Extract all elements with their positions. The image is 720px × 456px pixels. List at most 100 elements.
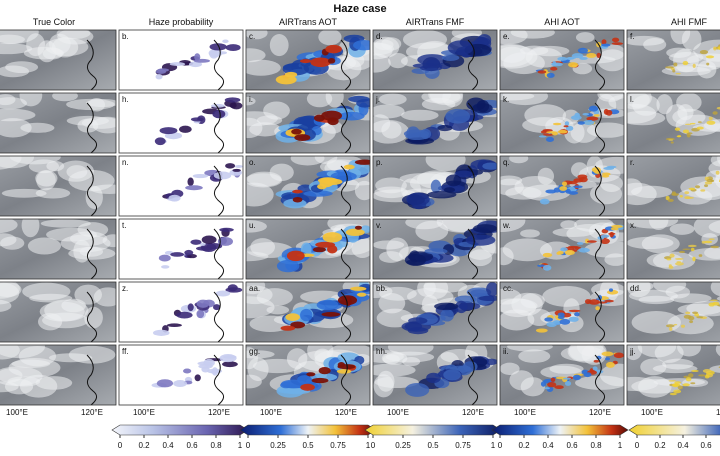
coastline bbox=[594, 354, 605, 405]
aerosol-patch bbox=[704, 240, 713, 244]
cloud bbox=[500, 93, 535, 101]
aerosol-patch bbox=[280, 379, 307, 389]
cloud bbox=[425, 156, 466, 172]
coastline bbox=[467, 354, 478, 405]
cloud bbox=[710, 282, 720, 297]
aerosol-patch bbox=[170, 252, 185, 257]
cloud bbox=[19, 93, 43, 107]
panel-frame bbox=[626, 218, 720, 280]
cloud bbox=[524, 104, 567, 127]
cloud bbox=[604, 253, 624, 266]
aerosol-patch bbox=[482, 162, 497, 170]
x-tick-label: 120°E bbox=[462, 408, 484, 417]
panel-frame bbox=[372, 281, 498, 343]
x-tick-label: 100°E bbox=[514, 408, 536, 417]
aerosol-patch bbox=[353, 39, 370, 51]
aerosol-patch bbox=[578, 247, 590, 253]
colorbar-tick-label: 0.8 bbox=[210, 441, 222, 450]
aerosol-patch bbox=[285, 313, 300, 322]
aerosol-patch bbox=[697, 121, 702, 123]
map-panel bbox=[246, 30, 370, 90]
cloud bbox=[373, 374, 394, 398]
cloud bbox=[19, 374, 58, 398]
colorbar-tick-label: 0.25 bbox=[270, 441, 286, 450]
panel-frame bbox=[118, 344, 244, 406]
coastline bbox=[594, 291, 605, 342]
aerosol-patch bbox=[455, 300, 468, 314]
cloud bbox=[246, 182, 274, 207]
aerosol-patch bbox=[582, 120, 595, 126]
aerosol-patch bbox=[178, 125, 192, 133]
aerosol-patch bbox=[586, 240, 597, 243]
aerosol-patch bbox=[715, 170, 720, 175]
cloud bbox=[670, 293, 712, 304]
aerosol-patch bbox=[350, 286, 367, 291]
colorbar bbox=[491, 424, 629, 436]
aerosol-patch bbox=[665, 324, 675, 328]
aerosol-patch bbox=[673, 62, 678, 67]
cloud bbox=[21, 219, 40, 238]
aerosol-patch bbox=[343, 164, 355, 170]
aerosol-patch bbox=[542, 133, 555, 136]
cloud bbox=[581, 345, 607, 365]
aerosol-patch bbox=[689, 320, 694, 324]
aerosol-patch bbox=[682, 383, 690, 387]
aerosol-patch bbox=[573, 178, 584, 183]
aerosol-patch bbox=[209, 43, 227, 51]
aerosol-patch bbox=[354, 159, 370, 165]
aerosol-patch bbox=[349, 162, 370, 175]
aerosol-patch bbox=[155, 73, 163, 80]
aerosol-patch bbox=[706, 179, 714, 183]
aerosol-patch bbox=[337, 364, 356, 370]
coastline bbox=[213, 228, 224, 279]
aerosol-patch bbox=[213, 304, 221, 311]
panel-frame bbox=[245, 344, 371, 406]
aerosol-patch bbox=[610, 227, 619, 231]
cloud bbox=[627, 376, 658, 391]
panel-frame bbox=[0, 344, 117, 406]
aerosol-patch bbox=[211, 103, 225, 108]
aerosol-patch bbox=[443, 369, 461, 381]
map-background bbox=[119, 93, 243, 153]
cloud bbox=[693, 219, 720, 238]
aerosol-patch bbox=[225, 163, 236, 169]
cloud bbox=[325, 93, 344, 108]
panel-label: i. bbox=[249, 95, 253, 104]
aerosol-patch bbox=[568, 191, 579, 195]
cloud bbox=[500, 362, 520, 375]
map-panel bbox=[500, 345, 624, 405]
aerosol-patch bbox=[551, 62, 563, 67]
aerosol-patch bbox=[676, 261, 682, 263]
x-tick-label: 120°E bbox=[81, 408, 103, 417]
aerosol-patch bbox=[682, 61, 689, 66]
aerosol-patch bbox=[611, 37, 620, 43]
aerosol-patch bbox=[356, 292, 367, 297]
cloud bbox=[263, 101, 290, 120]
panel-frame bbox=[245, 155, 371, 217]
aerosol-patch bbox=[322, 232, 343, 243]
aerosol-patch bbox=[159, 127, 178, 135]
panel-frame bbox=[499, 92, 625, 154]
map-panel bbox=[119, 30, 243, 90]
aerosol-patch bbox=[550, 66, 558, 71]
aerosol-patch bbox=[701, 240, 706, 244]
aerosol-patch bbox=[196, 299, 210, 308]
coastline bbox=[467, 291, 478, 342]
aerosol-patch bbox=[321, 110, 343, 121]
x-tick-label: 100°E bbox=[133, 408, 155, 417]
cloud bbox=[715, 345, 720, 357]
aerosol-patch bbox=[542, 128, 553, 132]
column-header: AIRTrans AOT bbox=[279, 17, 338, 27]
cloud bbox=[85, 185, 103, 210]
cloud bbox=[40, 219, 91, 228]
aerosol-patch bbox=[710, 245, 720, 249]
aerosol-patch bbox=[225, 287, 243, 293]
aerosol-patch bbox=[557, 250, 564, 255]
panel-frame bbox=[245, 281, 371, 343]
panel-frame bbox=[372, 29, 498, 91]
aerosol-patch bbox=[605, 357, 611, 361]
coastline bbox=[594, 228, 605, 279]
aerosol-patch bbox=[356, 98, 370, 108]
aerosol-patch bbox=[674, 381, 682, 384]
colorbar-tick-label: 0.75 bbox=[330, 441, 346, 450]
